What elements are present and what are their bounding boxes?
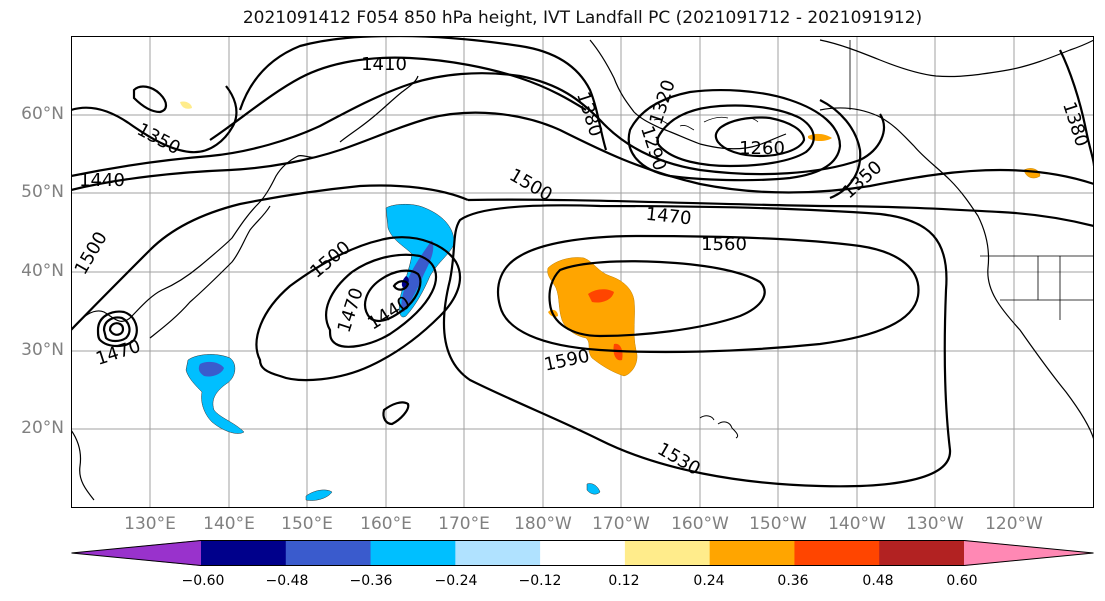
- contour-1290: [656, 104, 815, 168]
- colorbar-tick-label: 0.24: [693, 573, 725, 589]
- contour-high-small: [382, 401, 410, 426]
- colorbar-segment: [370, 540, 456, 566]
- colorbar-tick-label: 0.36: [777, 573, 809, 589]
- contour-1380-east: [1059, 49, 1094, 167]
- ivt-shading: [180, 101, 1041, 501]
- contour-label: 1590: [542, 346, 591, 376]
- contour-1350-east: [819, 99, 862, 200]
- contour-label: 1440: [364, 292, 414, 334]
- colorbar-segment: [285, 540, 372, 566]
- hawaii-islands: [699, 415, 739, 439]
- contour-1260: [714, 116, 806, 158]
- contour-1440-inner: [392, 280, 410, 291]
- contour-label: 1350: [133, 119, 183, 159]
- lon-label-180w: 180°W: [514, 514, 572, 534]
- lon-label-130w: 130°W: [906, 514, 964, 534]
- contour-1470-north: [71, 111, 1094, 194]
- contour-low-ring-2: [102, 316, 131, 343]
- ivt-negative-small-1: [305, 489, 333, 501]
- contour-1590: [548, 260, 766, 338]
- contour-label: 1560: [701, 234, 747, 255]
- lon-label-150e: 150°E: [281, 514, 333, 534]
- contour-label: 1500: [71, 228, 112, 278]
- contour-label: 1410: [361, 54, 407, 75]
- contour-1470: [325, 253, 438, 348]
- contour-1410: [209, 56, 587, 141]
- na-coast: [819, 107, 1094, 441]
- contour-low-ring-1: [96, 310, 138, 348]
- colorbar-segment: [709, 540, 795, 566]
- contour-1440-north: [71, 72, 886, 178]
- colorbar-tick-label: −0.24: [434, 573, 478, 589]
- lon-label-150w: 150°W: [749, 514, 807, 534]
- lat-label-20n: 20°N: [21, 418, 64, 438]
- ivt-positive-small-1: [808, 133, 832, 141]
- colorbar-extend-right: [964, 540, 1094, 566]
- contour-label: 1470: [645, 204, 693, 230]
- ivt-positive-small-2: [1023, 168, 1041, 179]
- colorbar-segment: [201, 540, 287, 566]
- lon-label-160w: 160°W: [671, 514, 729, 534]
- map-panel: 1410 1350 1440 1500 1500 1380 1290 1320 …: [71, 36, 1094, 508]
- lat-label-60n: 60°N: [21, 104, 64, 124]
- colorbar-segment: [794, 540, 880, 566]
- lon-label-170e: 170°E: [438, 514, 490, 534]
- map-title: 2021091412 F054 850 hPa height, IVT Land…: [242, 8, 923, 28]
- contour-1500-loop: [255, 236, 461, 382]
- canada-north-coast: [819, 39, 1094, 78]
- colorbar-tick-label: 0.60: [946, 573, 978, 589]
- contour-label: 1380: [572, 89, 606, 139]
- contour-label: 1530: [654, 439, 704, 480]
- ivt-negative-small-2: [586, 483, 601, 495]
- colorbar-tick-label: −0.60: [181, 573, 225, 589]
- ivt-negative-core-3: [198, 361, 224, 377]
- contour-high-nw: [132, 85, 168, 114]
- contour-1530: [442, 204, 952, 488]
- lon-label-140w: 140°W: [828, 514, 886, 534]
- alaska-coast: [589, 39, 787, 150]
- map-frame: [71, 36, 1094, 508]
- contour-label: 1440: [79, 170, 125, 191]
- lat-label-40n: 40°N: [21, 261, 64, 281]
- contour-low-ring-3: [108, 322, 125, 336]
- japan-coast: [149, 205, 271, 339]
- contour-1380: [238, 36, 608, 151]
- colorbar-tick-label: 0.48: [862, 573, 894, 589]
- ivt-positive-core: [588, 289, 614, 303]
- height-contours: [71, 36, 1094, 488]
- colorbar-segment: [540, 540, 626, 566]
- colorbar-outline: [71, 540, 1094, 566]
- colorbar: [71, 540, 1094, 566]
- us-borders: [849, 40, 1094, 320]
- lat-label-30n: 30°N: [21, 340, 64, 360]
- contour-1320: [627, 89, 842, 182]
- lon-label-160e: 160°E: [360, 514, 412, 534]
- contour-label: 1260: [739, 138, 785, 159]
- ivt-negative-region-2: [185, 354, 245, 434]
- colorbar-tick-label: −0.36: [349, 573, 393, 589]
- lon-label-120w: 120°W: [985, 514, 1043, 534]
- contour-1350-west: [71, 85, 238, 154]
- contour-1440: [363, 269, 422, 322]
- colorbar-tick-label: −0.48: [265, 573, 309, 589]
- contour-1560: [496, 234, 920, 354]
- aleutian-islands: [653, 116, 759, 131]
- graticule: [71, 36, 1094, 508]
- lon-label-130e: 130°E: [124, 514, 176, 534]
- lon-label-170w: 170°W: [592, 514, 650, 534]
- colorbar-segment: [624, 540, 711, 566]
- contour-1500-west: [71, 184, 469, 331]
- colorbar-segment: [879, 540, 965, 566]
- lon-label-140e: 140°E: [203, 514, 255, 534]
- contour-label: 1380: [1058, 99, 1092, 149]
- colorbar-tick-label: −0.12: [518, 573, 562, 589]
- philippine-coast: [71, 429, 95, 501]
- lat-label-50n: 50°N: [21, 182, 64, 202]
- colorbar-tick-label: 0.12: [608, 573, 640, 589]
- colorbar-extend-left: [71, 540, 201, 566]
- contour-1500-east: [467, 198, 1094, 228]
- colorbar-segment: [455, 540, 541, 566]
- contour-label: 1470: [334, 285, 368, 335]
- ivt-positive-small-3: [180, 101, 192, 109]
